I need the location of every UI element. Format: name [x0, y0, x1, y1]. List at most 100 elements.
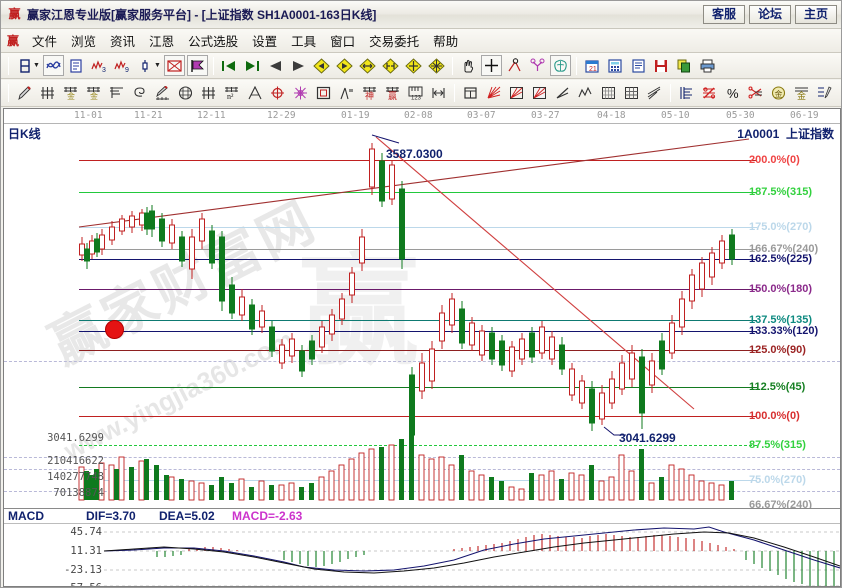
svg-text:金: 金	[67, 91, 75, 100]
macd-value: MACD=-2.63	[232, 509, 303, 523]
gold-coin-icon[interactable]: 金	[768, 83, 789, 104]
slope-icon[interactable]	[552, 83, 573, 104]
speed-icon[interactable]	[336, 83, 357, 104]
menu-logo-icon: 赢	[7, 34, 20, 48]
save-icon[interactable]	[651, 55, 672, 76]
diamond-right-icon[interactable]	[334, 55, 355, 76]
hand-icon[interactable]	[458, 55, 479, 76]
copy-icon[interactable]	[674, 55, 695, 76]
menu-item-tools[interactable]: 工具	[291, 35, 317, 49]
macd-panel[interactable]: MACD DIF=3.70 DEA=5.02 MACD=-2.63 45.74 …	[4, 508, 840, 586]
svg-text:金: 金	[797, 90, 806, 100]
chevron-down-icon[interactable]: ▼	[33, 62, 40, 69]
gann-label-1875: 187.5%(315)	[749, 186, 812, 198]
gann-box-icon[interactable]	[163, 55, 185, 76]
diamond-expand-icon[interactable]	[403, 55, 424, 76]
first-page-icon[interactable]	[219, 55, 240, 76]
prev-icon[interactable]	[265, 55, 286, 76]
fan-fill-icon[interactable]	[529, 83, 550, 104]
frame-icon[interactable]	[460, 83, 481, 104]
scissors-icon[interactable]	[745, 83, 766, 104]
percent-red-icon[interactable]	[699, 83, 720, 104]
grid-small-icon[interactable]	[598, 83, 619, 104]
svg-text:21: 21	[589, 66, 597, 73]
report-icon[interactable]	[66, 55, 87, 76]
gold-line-icon[interactable]: 金	[791, 83, 812, 104]
last-page-icon[interactable]	[242, 55, 263, 76]
chart-container[interactable]: 11-01 11-21 12-11 12-29 01-19 02-08 03-0…	[3, 108, 841, 587]
menu-item-file[interactable]: 文件	[32, 35, 58, 49]
printer-icon[interactable]	[697, 55, 718, 76]
percent-icon[interactable]: %	[722, 83, 743, 104]
shen-icon[interactable]: 神	[359, 83, 380, 104]
fork-icon[interactable]	[504, 55, 525, 76]
ruler123-icon[interactable]: 123	[405, 83, 426, 104]
crosshair-target-icon[interactable]	[267, 83, 288, 104]
menu-item-trade[interactable]: 交易委托	[369, 35, 420, 49]
pencil-edit-icon[interactable]	[814, 83, 835, 104]
support-button[interactable]: 客服	[703, 5, 745, 24]
menu-item-formula-picker[interactable]: 公式选股	[188, 35, 239, 49]
diamond-full-icon[interactable]	[426, 55, 447, 76]
forum-button[interactable]: 论坛	[749, 5, 791, 24]
grid-tool-icon[interactable]	[37, 83, 58, 104]
calculator-icon[interactable]	[605, 55, 626, 76]
macd-tick-2: -23.13	[64, 564, 102, 576]
fan-red-icon[interactable]	[483, 83, 504, 104]
pen-icon[interactable]	[14, 83, 35, 104]
box-icon[interactable]	[313, 83, 334, 104]
grid-large-icon[interactable]	[621, 83, 642, 104]
gold-band-icon[interactable]: 金	[60, 83, 81, 104]
svg-text:金: 金	[775, 89, 783, 99]
menu-item-browse[interactable]: 浏览	[71, 35, 97, 49]
trend-band-icon[interactable]	[644, 83, 665, 104]
menu-item-news[interactable]: 资讯	[110, 35, 136, 49]
period-day-button[interactable]	[14, 55, 35, 76]
star-burst-icon[interactable]	[290, 83, 311, 104]
chart-style-icon[interactable]	[42, 55, 64, 76]
diamond-hsplit-icon[interactable]	[357, 55, 378, 76]
square-n2-icon[interactable]: n²	[221, 83, 242, 104]
next-icon[interactable]	[288, 55, 309, 76]
diamond-compress-icon[interactable]	[380, 55, 401, 76]
spiral-icon[interactable]	[129, 83, 150, 104]
toolbar-primary: ▼ 3 9 ▼	[1, 53, 841, 79]
toolbar-separator	[8, 56, 9, 75]
flag-icon[interactable]	[186, 55, 208, 76]
ladder-icon[interactable]	[676, 83, 697, 104]
brain-icon[interactable]	[549, 55, 571, 76]
zigzag-icon[interactable]	[575, 83, 596, 104]
diamond-left-icon[interactable]	[311, 55, 332, 76]
ying-icon[interactable]: 赢	[382, 83, 403, 104]
grid2-icon[interactable]	[198, 83, 219, 104]
ma3-icon[interactable]: 3	[89, 55, 110, 76]
ma9-icon[interactable]: 9	[112, 55, 133, 76]
gann-line-150	[79, 289, 757, 290]
fibo-icon[interactable]	[106, 83, 127, 104]
candle-icon[interactable]	[135, 55, 156, 76]
gann-label-1625: 162.5%(225)	[749, 253, 812, 265]
calendar-icon[interactable]: 21	[582, 55, 603, 76]
tree-icon[interactable]	[527, 55, 548, 76]
title-bar: 赢 赢家江恩专业版[赢家服务平台] - [上证指数 SH1A0001-163日K…	[1, 1, 841, 29]
gold-band2-icon[interactable]: 金	[83, 83, 104, 104]
circle-grid-icon[interactable]	[175, 83, 196, 104]
pen2-icon[interactable]	[152, 83, 173, 104]
toolbar2-separator-2	[454, 84, 455, 102]
chevron-down-icon-2[interactable]: ▼	[153, 62, 161, 69]
menu-item-help[interactable]: 帮助	[433, 35, 459, 49]
arrow-span-icon[interactable]	[428, 83, 449, 104]
menu-item-gann[interactable]: 江恩	[149, 35, 175, 49]
menu-item-settings[interactable]: 设置	[252, 35, 278, 49]
notebook-icon[interactable]	[628, 55, 649, 76]
menu-item-window[interactable]: 窗口	[330, 35, 356, 49]
fan-box-icon[interactable]	[506, 83, 527, 104]
gann-dash-3	[4, 469, 840, 470]
volume-scale-3: 70138874	[53, 487, 104, 499]
angle-icon[interactable]	[244, 83, 265, 104]
gann-label-175: 175.0%(270)	[749, 221, 812, 233]
crosshair-icon[interactable]	[480, 55, 502, 76]
price-panel[interactable]: 11-01 11-21 12-11 12-29 01-19 02-08 03-0…	[4, 109, 840, 508]
homepage-button[interactable]: 主页	[795, 5, 837, 24]
